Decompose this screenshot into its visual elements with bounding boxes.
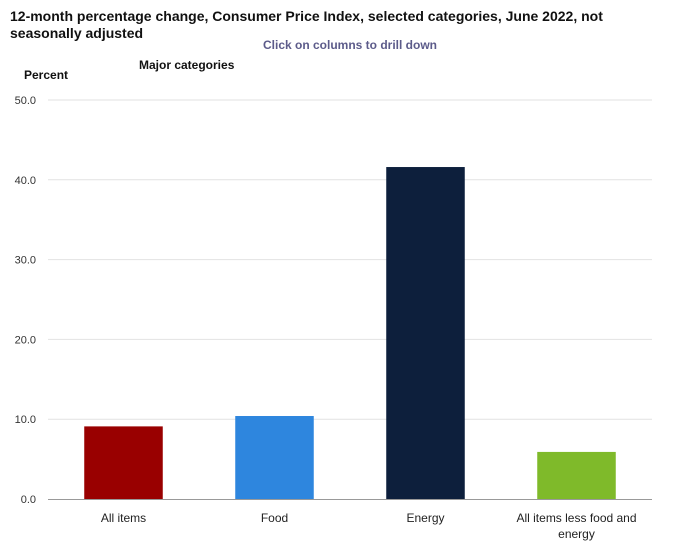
x-tick-label: All items [101, 511, 146, 525]
bar-all-items-less-food-and-energy[interactable] [537, 451, 616, 499]
y-tick-labels: 0.0 10.0 20.0 30.0 40.0 50.0 [15, 95, 36, 506]
y-tick-label: 30.0 [15, 255, 36, 267]
bars [84, 167, 616, 500]
y-tick-label: 10.0 [15, 414, 36, 426]
grid-lines [48, 99, 652, 420]
bar-all-items[interactable] [84, 426, 163, 499]
x-tick-labels: All items Food Energy All items less food a… [101, 511, 637, 541]
drill-down-hint: Click on columns to drill down [262, 38, 437, 52]
x-tick-label: All items less food and [516, 511, 636, 525]
x-tick-label: Energy [406, 511, 444, 525]
x-tick-label: energy [558, 527, 595, 541]
y-tick-label: 40.0 [15, 175, 36, 187]
y-tick-label: 0.0 [21, 494, 36, 506]
y-tick-label: 50.0 [15, 95, 36, 107]
y-axis-label: Percent [24, 68, 69, 82]
series-label: Major categories [139, 58, 235, 72]
x-tick-label: Food [261, 511, 288, 525]
chart-title: 12-month percentage change, Consumer Pri… [10, 8, 603, 41]
bar-energy[interactable] [386, 167, 465, 500]
y-tick-label: 20.0 [15, 334, 36, 346]
bar-food[interactable] [235, 416, 314, 499]
chart-subtitle: Click on columns to drill down [0, 38, 700, 52]
